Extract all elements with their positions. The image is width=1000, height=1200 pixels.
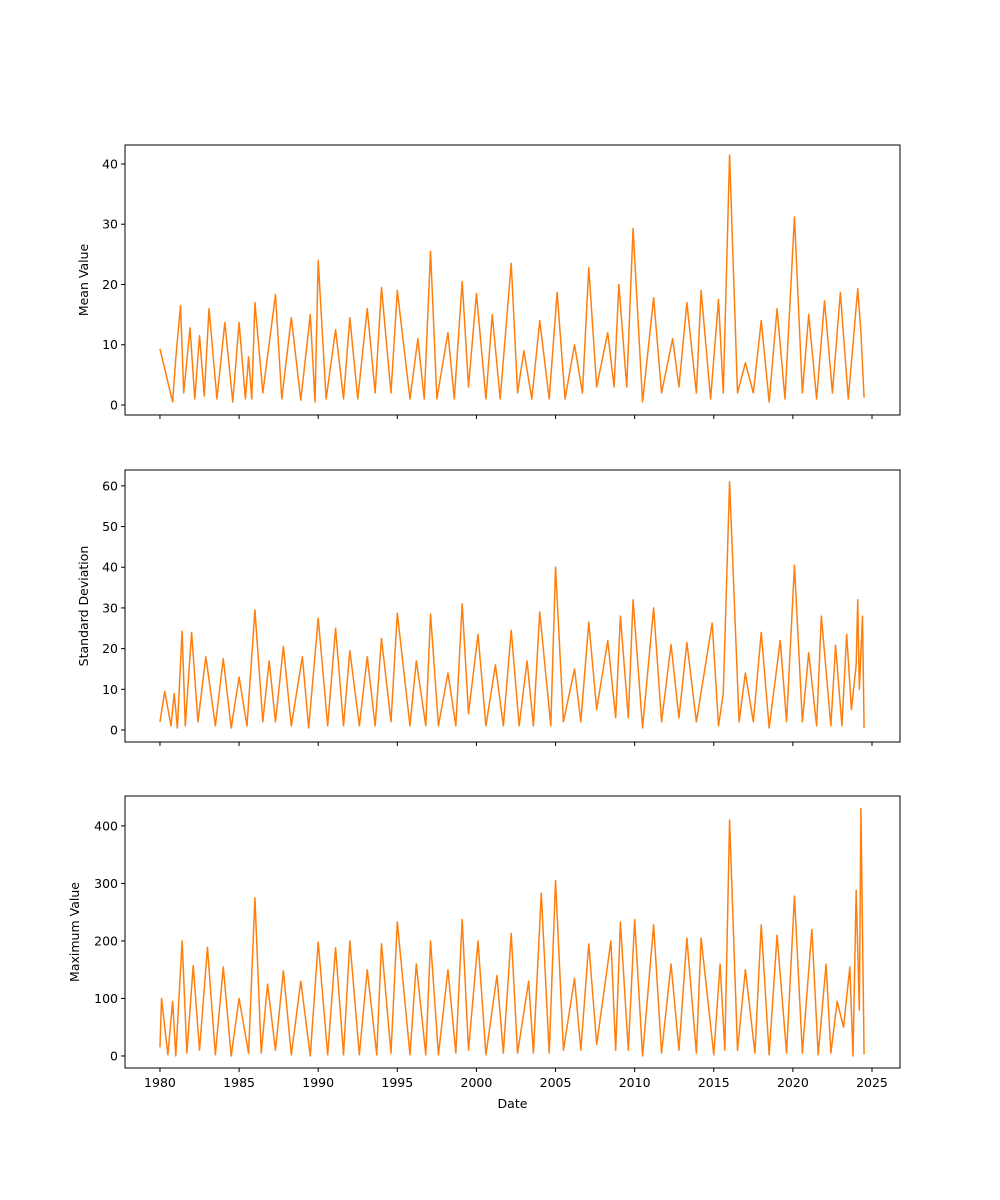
y-tick-label: 40 [102, 156, 118, 171]
y-tick-label: 0 [110, 1048, 118, 1063]
y-tick-label: 10 [102, 682, 118, 697]
x-tick-label: 1990 [302, 1075, 334, 1090]
x-tick-label: 1985 [223, 1075, 255, 1090]
y-axis-label: Maximum Value [67, 882, 82, 982]
x-axis-label: Date [498, 1096, 528, 1111]
y-axis-label: Mean Value [76, 244, 91, 317]
data-line [159, 154, 865, 403]
data-line [159, 807, 865, 1057]
y-axis-label: Standard Deviation [76, 546, 91, 667]
axes-frame [124, 469, 901, 743]
y-tick-label: 30 [102, 217, 118, 232]
x-tick-label: 2025 [856, 1075, 888, 1090]
y-tick-label: 100 [94, 991, 118, 1006]
y-tick-label: 20 [102, 641, 118, 656]
y-tick-label: 0 [110, 397, 118, 412]
x-tick-label: 1980 [144, 1075, 176, 1090]
y-tick-label: 50 [102, 519, 118, 534]
y-tick-label: 60 [102, 478, 118, 493]
y-tick-label: 10 [102, 337, 118, 352]
x-tick-label: 2020 [777, 1075, 809, 1090]
y-tick-label: 30 [102, 600, 118, 615]
y-tick-label: 40 [102, 560, 118, 575]
plot-area [159, 481, 865, 729]
y-tick-label: 200 [94, 933, 118, 948]
axes-frame [124, 144, 901, 416]
x-tick-label: 2010 [619, 1075, 651, 1090]
x-tick-label: 2015 [698, 1075, 730, 1090]
x-tick-label: 1995 [381, 1075, 413, 1090]
plot-area [159, 154, 865, 403]
y-tick-label: 400 [94, 818, 118, 833]
plot-area [159, 807, 865, 1057]
axes-frame [124, 795, 901, 1069]
x-tick-label: 2000 [461, 1075, 493, 1090]
x-tick-label: 2005 [540, 1075, 572, 1090]
data-line [159, 481, 865, 729]
y-tick-label: 300 [94, 876, 118, 891]
y-tick-label: 0 [110, 722, 118, 737]
y-tick-label: 20 [102, 277, 118, 292]
